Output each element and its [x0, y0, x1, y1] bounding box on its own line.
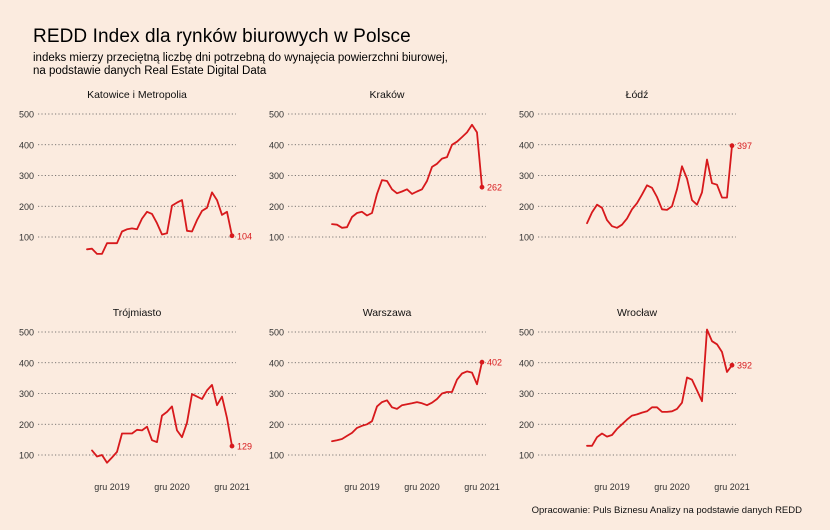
- end-point: [229, 443, 235, 449]
- series-line: [331, 361, 483, 443]
- x-tick-label: gru 2020: [654, 482, 690, 492]
- y-tick-label: 300: [19, 171, 34, 181]
- series-line: [331, 123, 483, 229]
- y-tick-label: 500: [519, 110, 534, 120]
- y-tick-label: 400: [19, 140, 34, 150]
- end-label: 392: [737, 361, 752, 371]
- panel-6: Wrocław 100 200 300 400 500 392 gru 2019 gru 202…: [519, 307, 752, 492]
- panel-title: Wrocław: [617, 307, 657, 319]
- source-caption: Opracowanie: Puls Biznesu Analizy na pod…: [531, 505, 802, 516]
- series-line: [86, 191, 233, 255]
- end-label: 262: [487, 183, 502, 193]
- y-tick-label: 500: [19, 110, 34, 120]
- end-label: 402: [487, 358, 502, 368]
- y-tick-label: 100: [519, 451, 534, 461]
- y-tick-label: 500: [269, 110, 284, 120]
- x-tick-label: gru 2021: [464, 482, 500, 492]
- y-tick-label: 100: [269, 233, 284, 243]
- end-point: [729, 143, 735, 149]
- y-tick-label: 300: [519, 171, 534, 181]
- y-tick-label: 200: [19, 202, 34, 212]
- panel-2: Kraków 100 200 300 400 500 262: [269, 89, 502, 243]
- end-point: [479, 184, 485, 190]
- y-tick-label: 100: [19, 451, 34, 461]
- y-tick-label: 100: [19, 233, 34, 243]
- y-tick-label: 500: [19, 328, 34, 338]
- panel-title: Trójmiasto: [113, 307, 162, 319]
- y-tick-label: 200: [269, 420, 284, 430]
- end-label: 129: [237, 442, 252, 452]
- chart-title: REDD Index dla rynków biurowych w Polsce: [33, 26, 411, 47]
- y-tick-label: 500: [519, 328, 534, 338]
- end-point: [479, 359, 485, 365]
- series-line: [91, 384, 233, 464]
- panel-4: Trójmiasto 100 200 300 400 500 129 gru 2019 gru …: [19, 307, 252, 492]
- panel-title: Katowice i Metropolia: [87, 89, 187, 101]
- x-tick-label: gru 2019: [594, 482, 630, 492]
- y-tick-label: 100: [519, 233, 534, 243]
- y-tick-label: 300: [269, 171, 284, 181]
- panel-5: Warszawa 100 200 300 400 500 402 gru 2019 gru 20…: [269, 307, 502, 492]
- series-line: [586, 328, 733, 447]
- y-tick-label: 400: [519, 140, 534, 150]
- x-tick-label: gru 2021: [214, 482, 250, 492]
- x-tick-label: gru 2019: [344, 482, 380, 492]
- y-tick-label: 200: [519, 420, 534, 430]
- y-tick-label: 200: [19, 420, 34, 430]
- y-tick-label: 500: [269, 328, 284, 338]
- series-line: [586, 144, 733, 229]
- y-tick-label: 100: [269, 451, 284, 461]
- y-tick-label: 400: [269, 140, 284, 150]
- y-tick-label: 300: [519, 389, 534, 399]
- end-point: [229, 233, 235, 239]
- end-label: 397: [737, 141, 752, 151]
- y-tick-label: 400: [19, 358, 34, 368]
- y-tick-label: 400: [519, 358, 534, 368]
- y-tick-label: 300: [269, 389, 284, 399]
- panel-title: Warszawa: [363, 307, 412, 319]
- subtitle-line-1: indeks mierzy przeciętną liczbę dni potr…: [33, 52, 448, 64]
- x-tick-label: gru 2020: [154, 482, 190, 492]
- panel-title: Łódź: [626, 89, 649, 101]
- panel-title: Kraków: [369, 89, 404, 101]
- x-tick-label: gru 2020: [404, 482, 440, 492]
- panel-1: Katowice i Metropolia 100 200 300 400 500 104: [19, 89, 252, 255]
- end-point: [729, 362, 735, 368]
- chart-subtitle: indeks mierzy przeciętną liczbę dni potr…: [33, 52, 633, 78]
- subtitle-line-2: na podstawie danych Real Estate Digital …: [33, 65, 267, 77]
- x-tick-label: gru 2021: [714, 482, 750, 492]
- y-tick-label: 400: [269, 358, 284, 368]
- y-tick-label: 200: [519, 202, 534, 212]
- panel-3: Łódź 100 200 300 400 500 397: [519, 89, 752, 243]
- y-tick-label: 200: [269, 202, 284, 212]
- x-tick-label: gru 2019: [94, 482, 130, 492]
- y-tick-label: 300: [19, 389, 34, 399]
- end-label: 104: [237, 231, 252, 241]
